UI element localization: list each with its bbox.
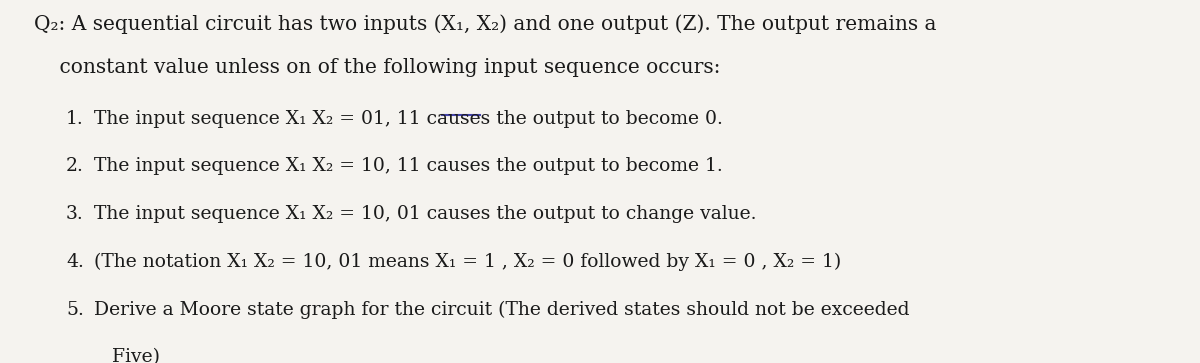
Text: Derive a Moore state graph for the circuit (The derived states should not be exc: Derive a Moore state graph for the circu… [82, 301, 910, 319]
Text: The input sequence X₁ X₂ = 01, 11 causes the output to become 0.: The input sequence X₁ X₂ = 01, 11 causes… [82, 110, 722, 128]
Text: 3.: 3. [66, 205, 84, 223]
Text: constant value unless on of the following input sequence occurs:: constant value unless on of the followin… [34, 58, 720, 77]
Text: (The notation X₁ X₂ = 10, 01 means X₁ = 1 , X₂ = 0 followed by X₁ = 0 , X₂ = 1): (The notation X₁ X₂ = 10, 01 means X₁ = … [82, 253, 841, 271]
Text: 4.: 4. [66, 253, 84, 271]
Text: The input sequence X₁ X₂ = 10, 11 causes the output to become 1.: The input sequence X₁ X₂ = 10, 11 causes… [82, 158, 722, 175]
Text: 5.: 5. [66, 301, 84, 319]
Text: 2.: 2. [66, 158, 84, 175]
Text: Five): Five) [82, 348, 160, 363]
Text: Q₂: A sequential circuit has two inputs (X₁, X₂) and one output (Z). The output : Q₂: A sequential circuit has two inputs … [34, 15, 936, 34]
Text: The input sequence X₁ X₂ = 10, 01 causes the output to change value.: The input sequence X₁ X₂ = 10, 01 causes… [82, 205, 756, 223]
Text: 1.: 1. [66, 110, 84, 128]
